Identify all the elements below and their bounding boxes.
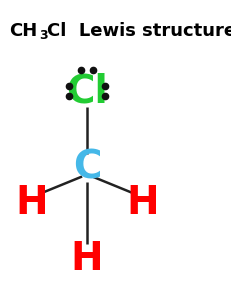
Text: CH: CH bbox=[9, 22, 38, 40]
Text: H: H bbox=[71, 240, 103, 278]
Text: Cl  Lewis structure: Cl Lewis structure bbox=[47, 22, 231, 40]
Text: H: H bbox=[127, 184, 159, 222]
Text: 3: 3 bbox=[39, 29, 48, 42]
Text: Cl: Cl bbox=[66, 72, 108, 110]
Text: C: C bbox=[73, 149, 101, 187]
Text: H: H bbox=[15, 184, 48, 222]
